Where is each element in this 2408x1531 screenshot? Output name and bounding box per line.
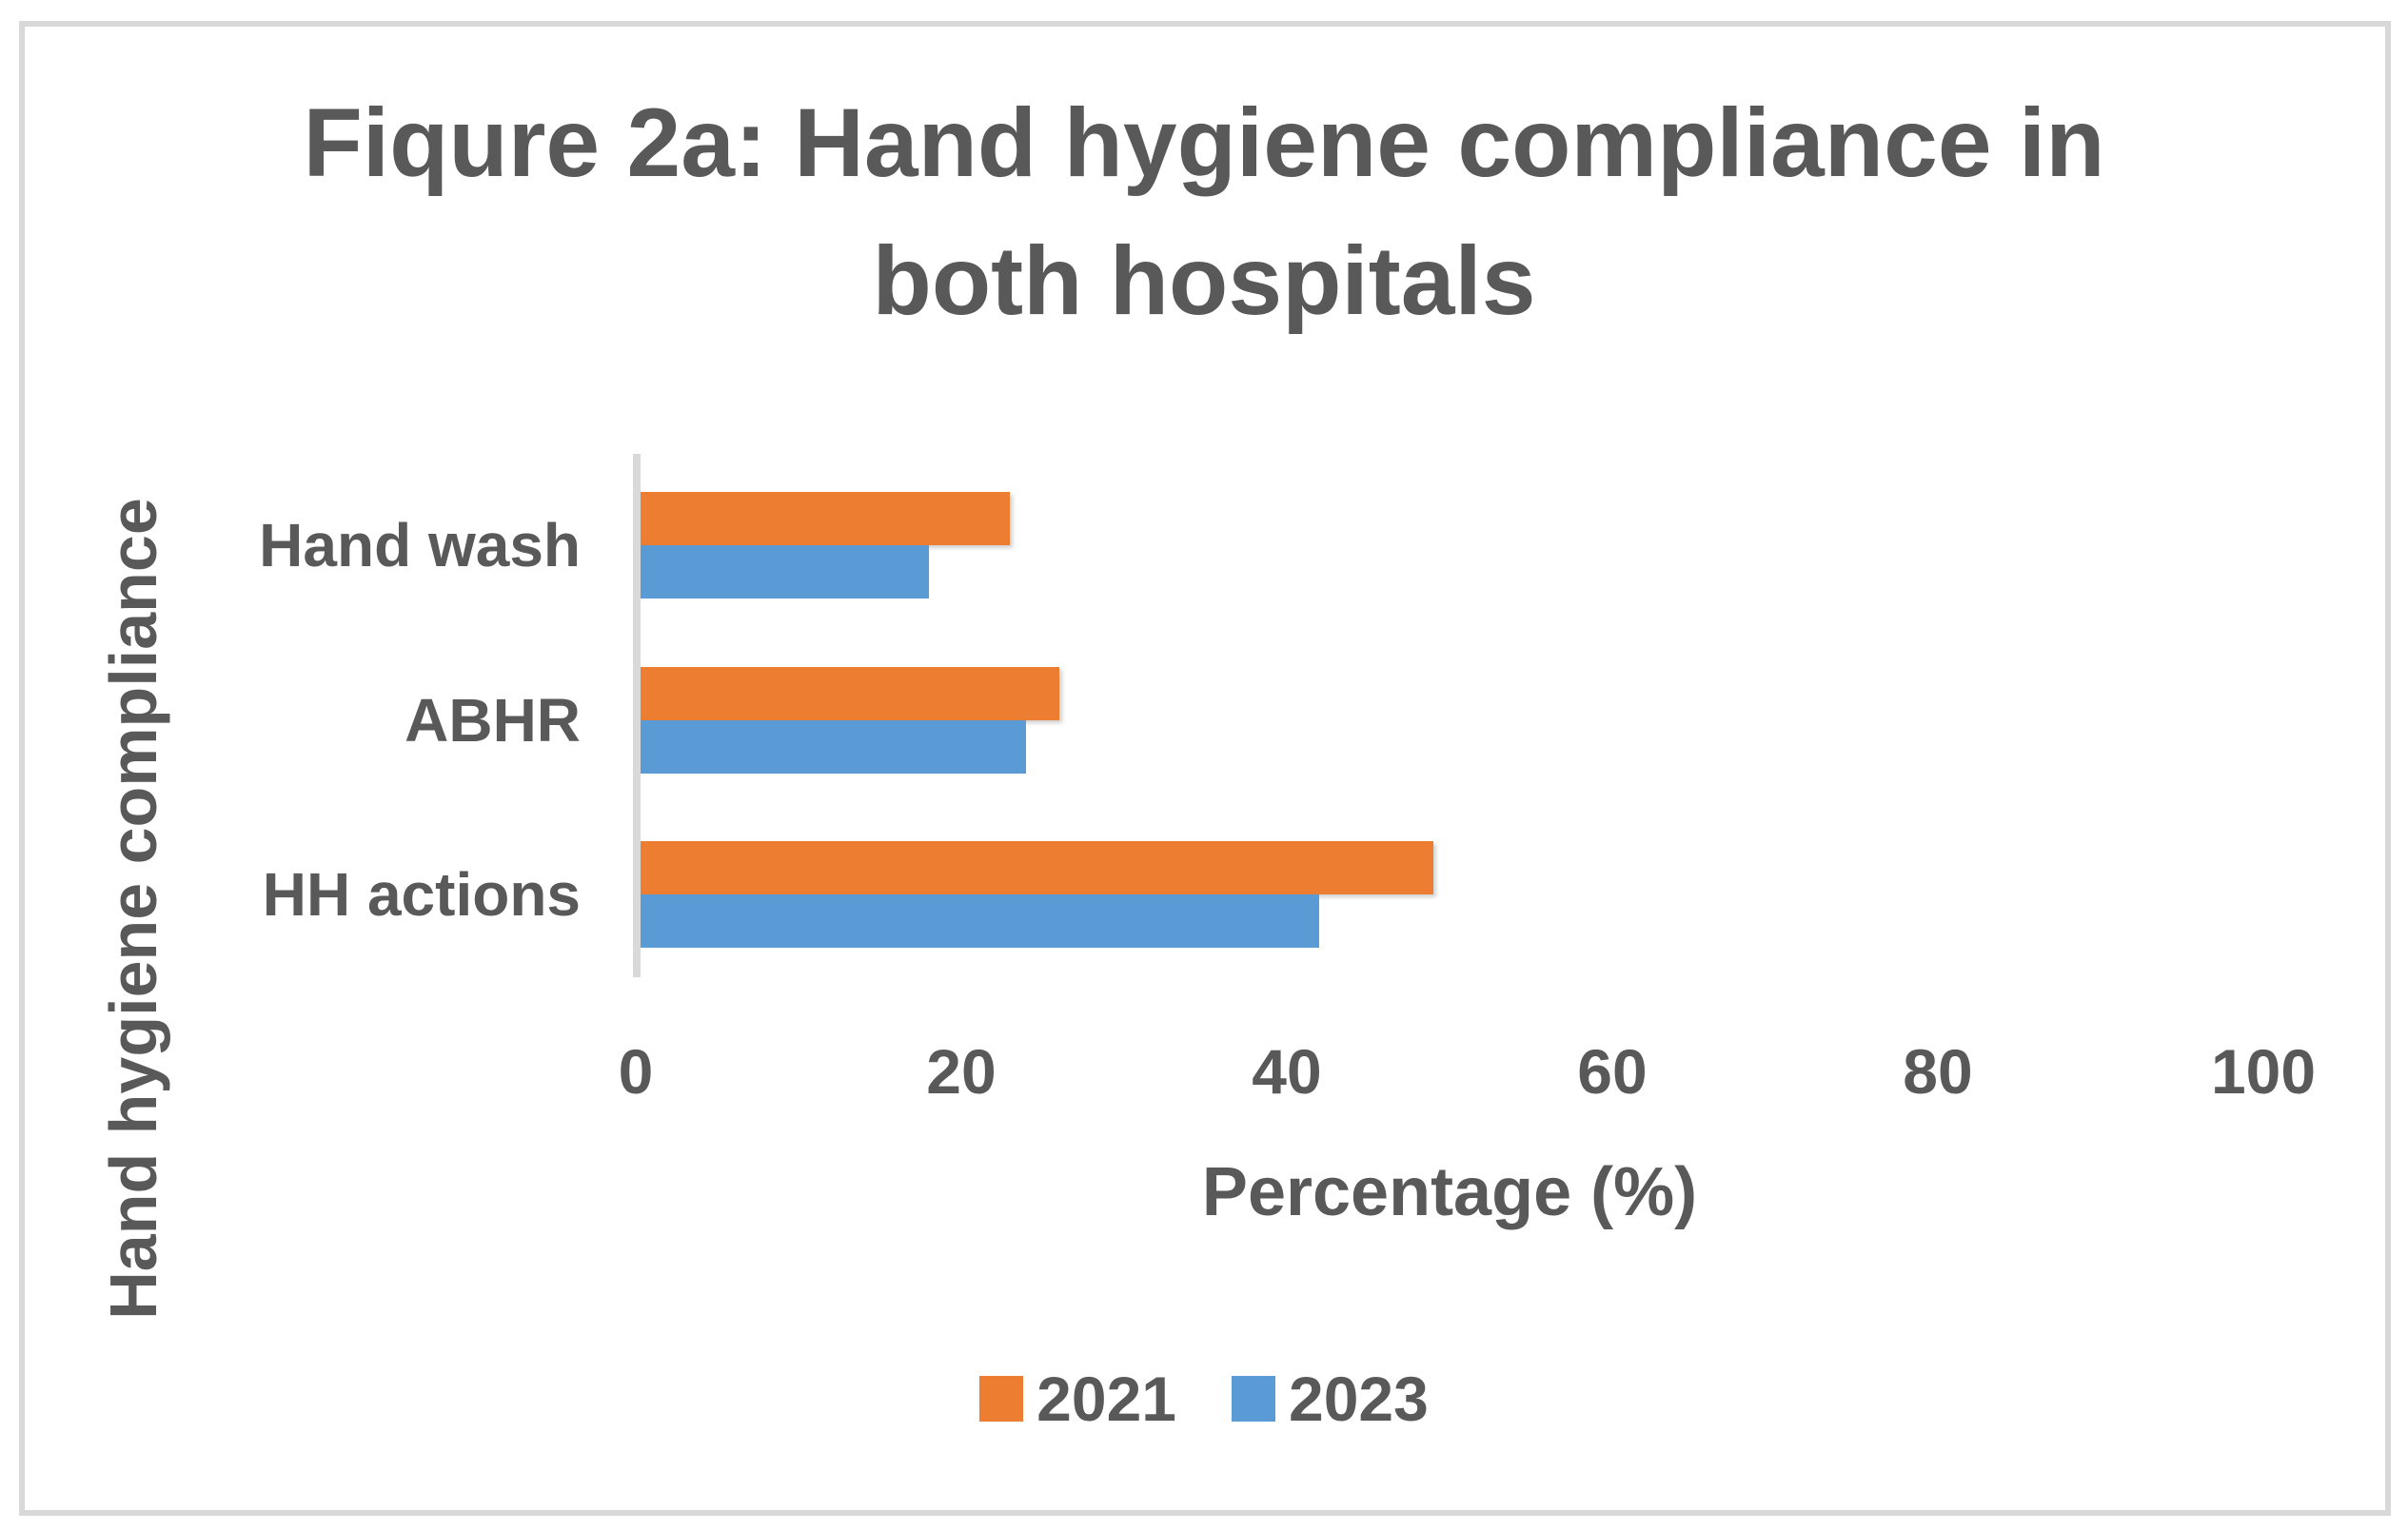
bar-2021-hh-actions xyxy=(636,841,1433,894)
x-tick-40: 40 xyxy=(1252,1036,1322,1107)
bar-2021-hand-wash xyxy=(636,492,1011,545)
legend-item-2023: 2023 xyxy=(1232,1363,1429,1435)
bar-2021-abhr xyxy=(636,666,1059,720)
bar-2023-abhr xyxy=(636,719,1027,774)
category-label-hand-wash: Hand wash xyxy=(259,511,581,579)
chart-title-line-2: both hospitals xyxy=(872,226,1536,335)
bar-2023-hh-actions xyxy=(636,894,1320,948)
x-tick-20: 20 xyxy=(926,1036,997,1107)
legend-swatch-2023 xyxy=(1232,1376,1275,1422)
legend-item-2021: 2021 xyxy=(979,1363,1176,1435)
chart-title: Fiqure 2a: Hand hygiene compliance in bo… xyxy=(0,74,2408,350)
x-tick-80: 80 xyxy=(1903,1036,1973,1107)
legend-swatch-2021 xyxy=(979,1376,1024,1422)
bar-2023-hand-wash xyxy=(636,545,929,599)
legend-label-2021: 2021 xyxy=(1036,1364,1176,1434)
x-tick-0: 0 xyxy=(618,1036,654,1107)
x-tick-100: 100 xyxy=(2210,1036,2317,1107)
category-axis-line xyxy=(633,454,641,977)
legend: 2021 2023 xyxy=(0,1363,2408,1435)
chart-title-line-1: Fiqure 2a: Hand hygiene compliance in xyxy=(303,88,2105,197)
x-axis-title-text: Percentage (%) xyxy=(1201,1154,1698,1230)
x-tick-60: 60 xyxy=(1577,1036,1648,1107)
category-label-hh-actions: HH actions xyxy=(262,860,581,929)
figure-border xyxy=(19,21,2391,1516)
category-label-abhr: ABHR xyxy=(405,685,581,755)
legend-label-2023: 2023 xyxy=(1289,1364,1429,1434)
